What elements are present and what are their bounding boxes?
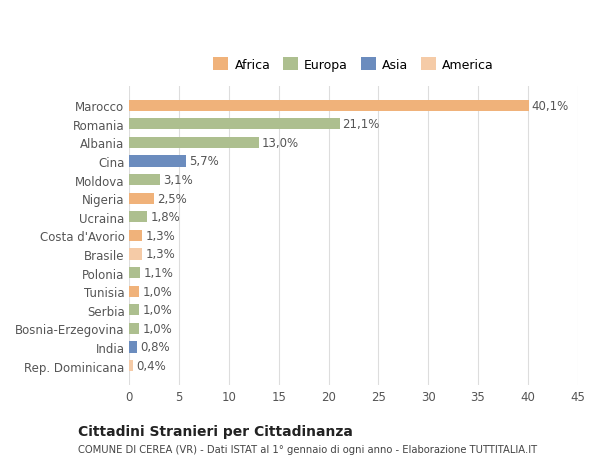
Bar bbox=[130, 156, 186, 167]
Bar bbox=[130, 360, 133, 371]
Bar bbox=[130, 286, 139, 297]
Text: 0,8%: 0,8% bbox=[140, 341, 170, 354]
Text: 3,1%: 3,1% bbox=[163, 174, 193, 187]
Bar bbox=[130, 249, 142, 260]
Text: 1,8%: 1,8% bbox=[150, 211, 180, 224]
Text: Cittadini Stranieri per Cittadinanza: Cittadini Stranieri per Cittadinanza bbox=[78, 425, 353, 438]
Bar bbox=[130, 212, 147, 223]
Text: 0,4%: 0,4% bbox=[136, 359, 166, 372]
Bar bbox=[130, 174, 160, 186]
Text: 1,3%: 1,3% bbox=[145, 230, 175, 242]
Bar bbox=[130, 341, 137, 353]
Bar bbox=[130, 304, 139, 316]
Bar bbox=[130, 268, 140, 279]
Legend: Africa, Europa, Asia, America: Africa, Europa, Asia, America bbox=[209, 54, 497, 75]
Bar bbox=[130, 230, 142, 241]
Text: 13,0%: 13,0% bbox=[262, 137, 299, 150]
Text: 5,7%: 5,7% bbox=[189, 155, 219, 168]
Bar bbox=[130, 119, 340, 130]
Text: 2,5%: 2,5% bbox=[157, 192, 187, 205]
Text: COMUNE DI CEREA (VR) - Dati ISTAT al 1° gennaio di ogni anno - Elaborazione TUTT: COMUNE DI CEREA (VR) - Dati ISTAT al 1° … bbox=[78, 444, 537, 454]
Text: 1,0%: 1,0% bbox=[142, 303, 172, 317]
Text: 40,1%: 40,1% bbox=[532, 100, 569, 112]
Text: 1,3%: 1,3% bbox=[145, 248, 175, 261]
Bar bbox=[130, 101, 529, 112]
Bar bbox=[130, 193, 154, 204]
Text: 1,0%: 1,0% bbox=[142, 285, 172, 298]
Text: 1,0%: 1,0% bbox=[142, 322, 172, 335]
Text: 1,1%: 1,1% bbox=[143, 267, 173, 280]
Text: 21,1%: 21,1% bbox=[343, 118, 380, 131]
Bar bbox=[130, 138, 259, 149]
Bar bbox=[130, 323, 139, 334]
